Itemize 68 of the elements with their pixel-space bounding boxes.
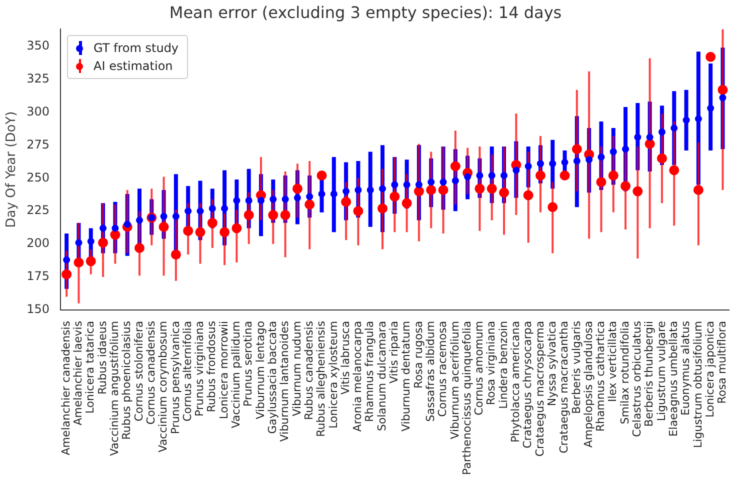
x-tick-label: Vitis riparia (388, 320, 401, 384)
x-tick-label: Cornus canadensis (144, 320, 158, 425)
x-tick-label: Viburnum lentago (254, 320, 267, 420)
x-tick-label: Viburnum nudum (290, 320, 304, 416)
legend-label: AI estimation (94, 58, 173, 76)
x-tick-label: Rosa rugosa (412, 320, 425, 388)
x-tick-label: Berberis thunbergii (642, 320, 656, 427)
x-tick-label: Cornus amomum (472, 320, 486, 416)
y-tick-label: 200 (26, 236, 50, 250)
x-tick-label: Ampelopsis glandulosa (582, 320, 595, 448)
x-tick-label: Elaeagnus umbellata (666, 320, 680, 437)
x-tick-label: Vitis labrusca (338, 320, 352, 395)
y-tick-label: 300 (26, 104, 50, 118)
x-tick-label: Amelanchier laevis (72, 320, 85, 426)
x-tick-label: Crataegus chrysocarpa (521, 320, 534, 448)
x-tick-label: Rubus allegheniensis (314, 320, 328, 437)
x-tick-label: Viburnum acerifolium (448, 320, 462, 440)
x-tick-label: Lonicera morrowii (217, 320, 230, 420)
x-tick-label: Rubus canadensis (302, 320, 316, 420)
x-tick-label: Nyssa sylvatica (545, 320, 558, 406)
y-tick-label: 150 (26, 302, 50, 316)
x-tick-label: Prunus pensylvanica (168, 320, 182, 434)
x-tick-label: Lonicera tatarica (84, 320, 97, 414)
x-tick-label: Rosa virginiana (484, 320, 498, 406)
x-tick-label: Prunus virginiana (193, 320, 206, 416)
x-tick-label: Viburnum dentatum (400, 320, 413, 432)
x-tick-label: Ligustrum vulgare (654, 320, 668, 422)
x-tick-label: Cornus alternifolia (180, 320, 194, 422)
chart-title: Mean error (excluding 3 empty species): 14 days (169, 2, 562, 22)
x-tick-label: Rubus frondosus (205, 320, 218, 412)
y-tick-label: 250 (26, 170, 50, 184)
x-tick-label: Crataegus macrosperma (533, 320, 546, 457)
y-tick-label: 350 (26, 38, 50, 52)
y-tick-label: 175 (26, 269, 50, 284)
x-tick-label: Vaccinium pallidum (230, 320, 243, 428)
x-tick-label: Lonicera xylosteum (326, 320, 340, 428)
y-axis-title: Day Of Year (DoY) (4, 111, 20, 228)
x-tick-label: Phytolacca americana (509, 320, 522, 443)
y-tick-label: 325 (26, 71, 50, 86)
x-tick-label: Solanum dulcamara (375, 320, 388, 432)
x-tick-label: Ligustrum obtusifolium (691, 320, 704, 448)
x-tick-label: Cornus stolonifera (132, 320, 146, 422)
x-tick-label: Vaccinium corymbosum (156, 320, 170, 452)
x-tick-label: Rhamnus cathartica (594, 320, 608, 432)
x-tick-label: Viburnum lantanoides (278, 320, 292, 442)
x-tick-label: Rubus idaeus (96, 320, 109, 394)
x-tick-label: Aronia melanocarpa (351, 320, 364, 432)
y-tick-label: 275 (26, 137, 50, 152)
legend-label: GT from study (94, 40, 179, 58)
x-tick-label: Celastrus orbiculatus (630, 320, 644, 438)
x-tick-label: Rubus phoenicolasius (120, 320, 134, 440)
x-tick-label: Vaccinium angustifolium (108, 320, 122, 456)
x-tick-label: Prunus serotina (242, 320, 255, 407)
x-tick-label: Smilax rotundifolia (618, 320, 632, 424)
x-tick-label: Amelanchier canadensis (59, 320, 72, 456)
y-tick-label: 225 (26, 203, 50, 218)
x-tick-label: Cornus racemosa (436, 320, 450, 417)
x-tick-label: Gaylussacia baccata (266, 320, 280, 434)
x-tick-label: Lindera benzoin (496, 320, 510, 409)
x-tick-label: Lonicera japonica (703, 320, 716, 418)
x-tick-label: Sassafras albidum (424, 320, 437, 422)
x-tick-label: Rosa multiflora (716, 320, 729, 404)
x-tick-label: Parthenocissus quinquefolia (460, 320, 474, 476)
x-tick-label: Ilex verticillata (606, 320, 620, 402)
x-tick-label: Crataegus macracantha (558, 320, 571, 454)
x-tick-label: Euonymus alatus (679, 320, 692, 416)
x-tick-label: Rhamnus frangula (363, 320, 376, 422)
x-tick-label: Berberis vulgaris (570, 320, 583, 414)
